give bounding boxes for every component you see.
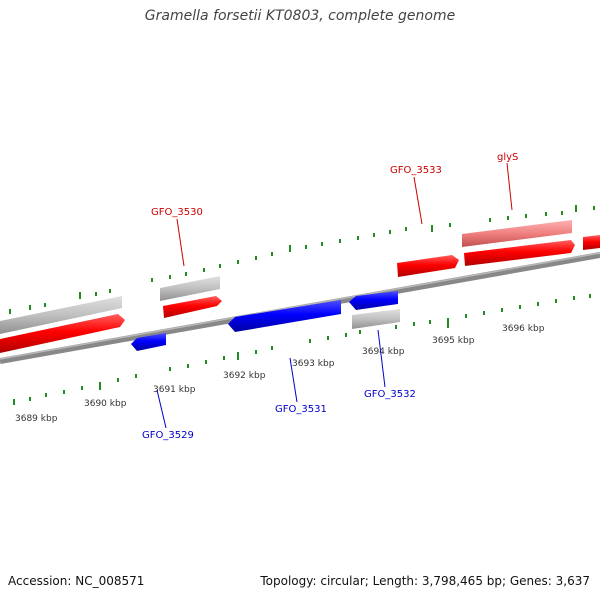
feature-highlight[interactable]	[462, 220, 572, 247]
other-features	[0, 220, 572, 334]
gene-arrow-forward[interactable]	[163, 296, 222, 318]
scale-label: 3696 kbp	[502, 324, 545, 334]
gene-label-glys[interactable]: glyS	[497, 152, 518, 163]
scale-label: 3690 kbp	[84, 399, 127, 409]
accession-text: Accession: NC_008571	[8, 574, 145, 588]
gene-label-gfo-3530[interactable]: GFO_3530	[151, 207, 203, 218]
scale-label: 3694 kbp	[362, 347, 405, 357]
gene-labels: GFO_3530 GFO_3533 glyS GFO_3529 GFO_3531…	[142, 152, 518, 441]
scale-label: 3689 kbp	[15, 414, 58, 424]
scale-label: 3693 kbp	[292, 359, 335, 369]
gene-arrow-reverse[interactable]	[349, 291, 398, 310]
feature-gray[interactable]	[160, 276, 220, 301]
scale-label: 3691 kbp	[153, 385, 196, 395]
gene-arrow-forward[interactable]	[583, 235, 600, 250]
gene-label-gfo-3533[interactable]: GFO_3533	[390, 165, 442, 176]
scale-label: 3695 kbp	[432, 336, 475, 346]
scale-labels: 3689 kbp 3690 kbp 3691 kbp 3692 kbp 3693…	[15, 324, 545, 424]
gene-arrow-forward[interactable]	[0, 314, 125, 353]
gene-arrow-reverse[interactable]	[228, 300, 341, 332]
reverse-genes	[131, 291, 398, 351]
forward-genes	[0, 235, 600, 353]
gene-label-gfo-3529[interactable]: GFO_3529	[142, 430, 194, 441]
feature-gray[interactable]	[0, 296, 122, 334]
scale-label: 3692 kbp	[223, 371, 266, 381]
label-leaders	[156, 162, 513, 429]
reverse-tick-track	[13, 294, 591, 405]
feature-gray[interactable]	[352, 309, 400, 329]
gene-arrow-forward[interactable]	[397, 255, 459, 277]
genome-summary-text: Topology: circular; Length: 3,798,465 bp…	[260, 574, 590, 588]
gene-label-gfo-3531[interactable]: GFO_3531	[275, 404, 327, 415]
gene-arrow-forward[interactable]	[464, 240, 575, 266]
forward-tick-track	[9, 205, 595, 314]
genome-title: Gramella forsetii KT0803, complete genom…	[144, 8, 456, 24]
gene-arrow-reverse[interactable]	[131, 333, 166, 351]
gene-label-gfo-3532[interactable]: GFO_3532	[364, 389, 416, 400]
